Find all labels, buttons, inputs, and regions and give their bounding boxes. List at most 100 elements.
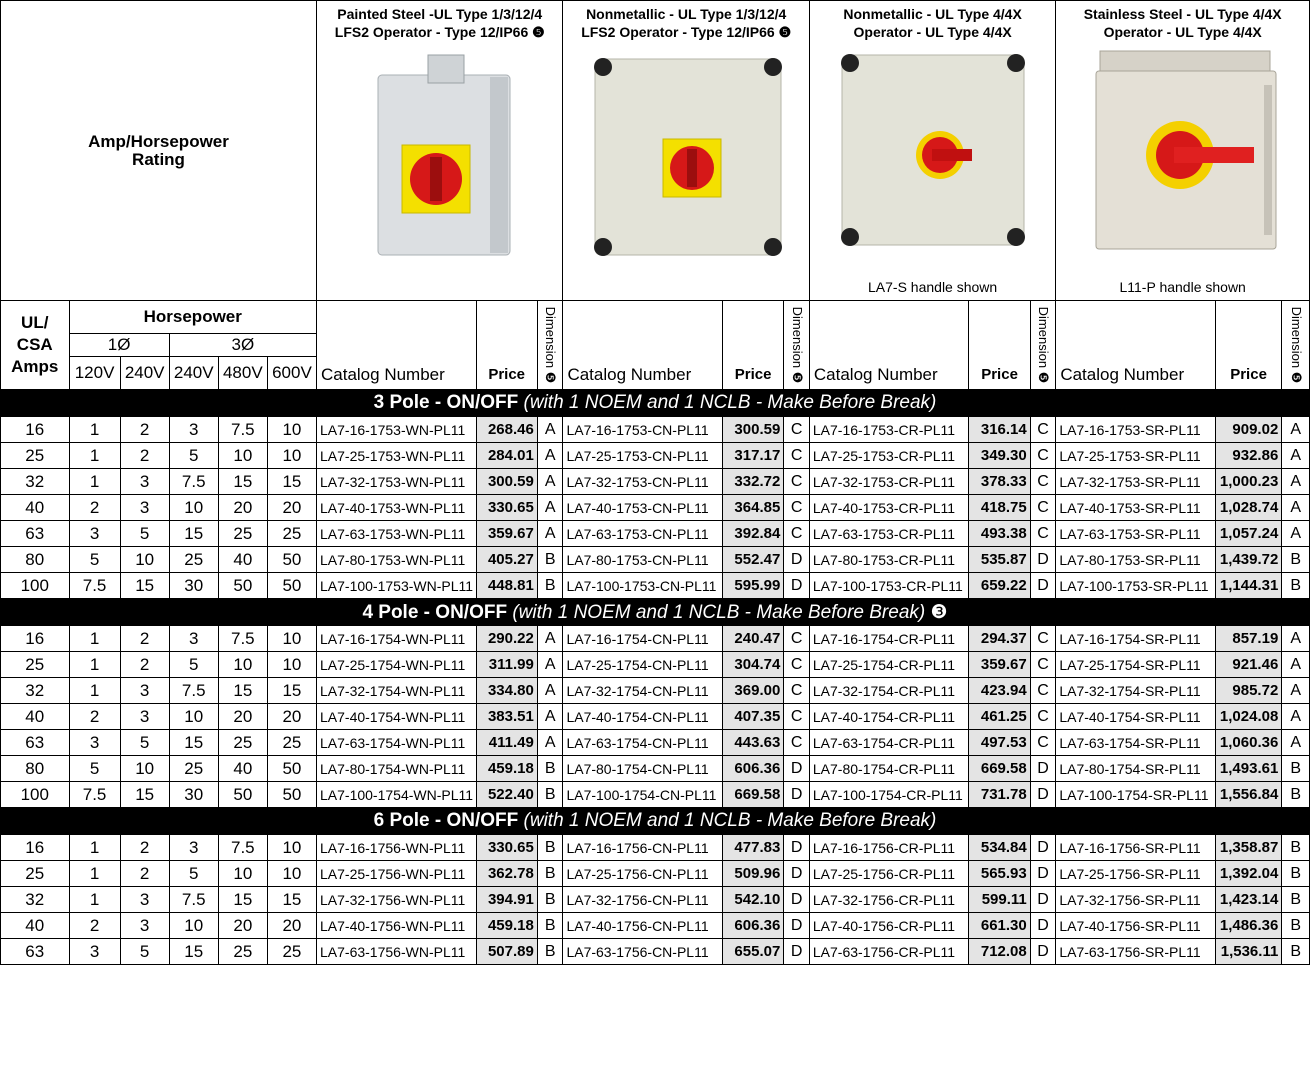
- price-cell: 362.78: [475, 860, 538, 887]
- price-cell: 493.38: [968, 520, 1031, 547]
- catalog-number-cell: LA7-80-1754-SR-PL11: [1055, 755, 1216, 782]
- column-header-row-1: UL/ CSA Amps Horsepower Catalog Number P…: [0, 300, 1310, 390]
- dimension-cell: A: [1281, 442, 1310, 469]
- price-cell: 461.25: [968, 703, 1031, 730]
- hp-cell: 50: [217, 781, 268, 808]
- dimension-cell: B: [536, 912, 564, 939]
- price-header: Price: [721, 300, 785, 390]
- hp-cell: 3: [119, 886, 170, 913]
- dimension-header: Dimension ❺: [1029, 300, 1057, 390]
- table-row: 25 1 2 5 10 10 LA7-25-1756-WN-PL11 362.78 B LA7-2…: [0, 860, 1310, 887]
- hp-cell: 5: [168, 651, 219, 678]
- dimension-cell: D: [783, 834, 810, 861]
- price-cell: 290.22: [475, 625, 538, 652]
- table-row: 16 1 2 3 7.5 10 LA7-16-1754-WN-PL11 290.22 A LA7-…: [0, 625, 1310, 652]
- section-title: 4 Pole - ON/OFF (with 1 NOEM and 1 NCLB …: [0, 598, 1310, 626]
- table-row: 25 1 2 5 10 10 LA7-25-1753-WN-PL11 284.01 A LA7-2…: [0, 442, 1310, 469]
- hp-cell: 2: [68, 703, 121, 730]
- dimension-cell: D: [1029, 886, 1057, 913]
- table-row: 25 1 2 5 10 10 LA7-25-1754-WN-PL11 311.99 A LA7-2…: [0, 651, 1310, 678]
- price-cell: 448.81: [475, 572, 538, 599]
- dimension-cell: C: [783, 520, 810, 547]
- price-cell: 1,423.14: [1214, 886, 1283, 913]
- hp-cell: 15: [266, 468, 318, 495]
- catalog-number-cell: LA7-63-1754-WN-PL11: [316, 729, 477, 756]
- hp-cell: 3: [119, 703, 170, 730]
- hp-cell: 15: [119, 572, 170, 599]
- catalog-number-cell: LA7-80-1753-SR-PL11: [1055, 546, 1216, 573]
- hp-cell: 10: [168, 703, 219, 730]
- hp-cell: 10: [217, 651, 268, 678]
- hp-cell: 1: [68, 442, 121, 469]
- dimension-cell: C: [783, 677, 810, 704]
- catalog-number-cell: LA7-80-1753-WN-PL11: [316, 546, 477, 573]
- dimension-cell: B: [1281, 860, 1310, 887]
- hp-cell: 25: [217, 938, 268, 965]
- hp-cell: 15: [217, 886, 268, 913]
- catalog-number-cell: LA7-25-1756-WN-PL11: [316, 860, 477, 887]
- catalog-number-cell: LA7-63-1753-WN-PL11: [316, 520, 477, 547]
- catalog-number-cell: LA7-25-1754-CN-PL11: [562, 651, 723, 678]
- amp-hp-rating-label: Amp/Horsepower Rating: [88, 131, 229, 169]
- catalog-number-cell: LA7-16-1753-CR-PL11: [808, 416, 970, 443]
- dimension-cell: D: [783, 755, 810, 782]
- dimension-label: Dimension ❺: [1288, 306, 1304, 384]
- catalog-number-cell: LA7-100-1754-SR-PL11: [1055, 781, 1216, 808]
- catalog-number-cell: LA7-63-1754-SR-PL11: [1055, 729, 1216, 756]
- price-cell: 565.93: [968, 860, 1031, 887]
- price-cell: 552.47: [721, 546, 785, 573]
- product-header-row: Amp/Horsepower Rating Painted Steel -UL …: [0, 0, 1310, 301]
- price-cell: 443.63: [721, 729, 785, 756]
- product-title: Nonmetallic - UL Type 1/3/12/4 LFS2 Oper…: [581, 6, 792, 40]
- dimension-header: Dimension ❺: [783, 300, 810, 390]
- dimension-cell: A: [536, 651, 564, 678]
- hp-cell: 3: [119, 912, 170, 939]
- product-painted-steel: Painted Steel -UL Type 1/3/12/4 LFS2 Ope…: [315, 0, 564, 301]
- hp-cell: 3: [119, 677, 170, 704]
- hp-cell: 10: [119, 755, 170, 782]
- price-cell: 394.91: [475, 886, 538, 913]
- price-cell: 240.47: [721, 625, 785, 652]
- hp-cell: 2: [68, 494, 121, 521]
- hp-cell: 1: [68, 886, 121, 913]
- dimension-cell: B: [1281, 834, 1310, 861]
- amps-cell: 16: [0, 625, 70, 652]
- price-cell: 655.07: [721, 938, 785, 965]
- dimension-cell: D: [1029, 572, 1057, 599]
- dimension-cell: B: [1281, 781, 1310, 808]
- amps-cell: 25: [0, 651, 70, 678]
- hp-cell: 25: [266, 729, 318, 756]
- catalog-number-cell: LA7-100-1753-CR-PL11: [808, 572, 970, 599]
- amps-cell: 40: [0, 494, 70, 521]
- price-cell: 407.35: [721, 703, 785, 730]
- price-cell: 509.96: [721, 860, 785, 887]
- dimension-cell: C: [783, 625, 810, 652]
- dimension-cell: B: [536, 572, 564, 599]
- section-header-row: 4 Pole - ON/OFF (with 1 NOEM and 1 NCLB …: [0, 598, 1310, 626]
- v480-header: 480V: [217, 356, 268, 390]
- price-cell: 268.46: [475, 416, 538, 443]
- v240-header: 240V: [119, 356, 170, 390]
- price-cell: 661.30: [968, 912, 1031, 939]
- hp-cell: 1: [68, 651, 121, 678]
- hp-cell: 7.5: [168, 677, 219, 704]
- catalog-number-cell: LA7-25-1754-WN-PL11: [316, 651, 477, 678]
- amps-cell: 25: [0, 442, 70, 469]
- catalog-number-cell: LA7-25-1756-CR-PL11: [808, 860, 970, 887]
- price-cell: 1,556.84: [1214, 781, 1283, 808]
- catalog-number-cell: LA7-32-1754-CR-PL11: [808, 677, 970, 704]
- catalog-number-cell: LA7-40-1756-CR-PL11: [808, 912, 970, 939]
- price-header: Price: [968, 300, 1031, 390]
- nonmetallic-enclosure-image: [594, 58, 783, 256]
- section-header-row: 3 Pole - ON/OFF (with 1 NOEM and 1 NCLB …: [0, 389, 1310, 417]
- price-cell: 1,439.72: [1214, 546, 1283, 573]
- dimension-cell: A: [1281, 729, 1310, 756]
- catalog-number-cell: LA7-80-1754-WN-PL11: [316, 755, 477, 782]
- hp-cell: 3: [168, 834, 219, 861]
- hp-cell: 25: [266, 938, 318, 965]
- catalog-number-cell: LA7-16-1754-WN-PL11: [316, 625, 477, 652]
- catalog-number-cell: LA7-63-1753-CR-PL11: [808, 520, 970, 547]
- dimension-label: Dimension ❺: [1036, 306, 1052, 384]
- section-title-italic: (with 1 NOEM and 1 NCLB - Make Before Br…: [512, 601, 926, 623]
- price-cell: 1,024.08: [1214, 703, 1283, 730]
